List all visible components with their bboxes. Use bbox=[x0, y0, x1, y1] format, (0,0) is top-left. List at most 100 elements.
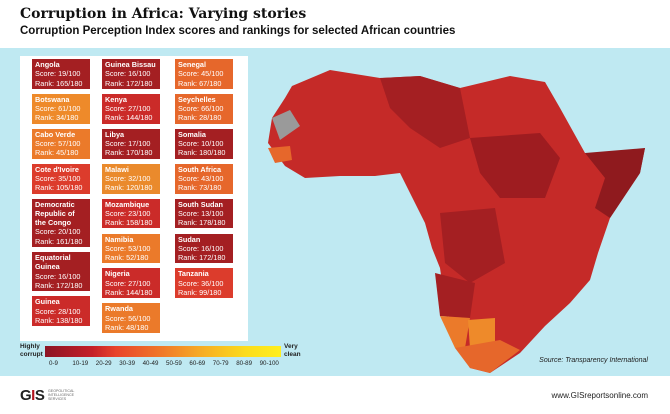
country-score: Score: 56/100 bbox=[105, 313, 151, 323]
country-score: Score: 36/100 bbox=[178, 278, 224, 288]
country-box: South Africa Score: 43/100 Rank: 73/180 bbox=[175, 163, 233, 194]
country-score: Score: 45/100 bbox=[178, 69, 224, 79]
country-box: Angola Score: 19/100 Rank: 165/180 bbox=[32, 59, 90, 89]
country-rank: Rank: 158/180 bbox=[105, 218, 153, 228]
country-name: Senegal bbox=[178, 60, 206, 69]
country-name: Mozambique bbox=[105, 199, 150, 209]
country-name: Malawi bbox=[105, 164, 129, 174]
country-score: Score: 23/100 bbox=[105, 208, 151, 218]
country-name: Guinea Bissau bbox=[105, 60, 156, 69]
namibia-region bbox=[440, 316, 470, 348]
africa-map bbox=[268, 70, 645, 373]
country-box: Mozambique Score: 23/100 Rank: 158/180 bbox=[102, 198, 160, 229]
country-name: South Sudan bbox=[178, 199, 223, 209]
legend-range-label: 0-9 bbox=[49, 360, 58, 367]
country-rank: Rank: 172/180 bbox=[105, 78, 153, 88]
country-score: Score: 27/100 bbox=[105, 104, 151, 114]
country-rank: Rank: 138/180 bbox=[35, 315, 83, 325]
gis-logo: GIS bbox=[20, 387, 45, 404]
senegal-region bbox=[268, 146, 292, 163]
country-score: Score: 57/100 bbox=[35, 139, 81, 149]
legend-range-label: 50-59 bbox=[166, 360, 182, 367]
country-name: Democratic Republic of the Congo bbox=[35, 199, 75, 228]
country-score: Score: 17/100 bbox=[105, 139, 151, 149]
country-name: Botswana bbox=[35, 94, 70, 104]
country-box: Libya Score: 17/100 Rank: 170/180 bbox=[102, 128, 160, 159]
angola-region bbox=[435, 273, 475, 318]
country-rank: Rank: 161/180 bbox=[35, 236, 83, 246]
country-box: Guinea Bissau Score: 16/100 Rank: 172/180 bbox=[102, 59, 160, 89]
congo-region bbox=[440, 208, 505, 283]
legend-range-label: 40-49 bbox=[142, 360, 159, 367]
country-rank: Rank: 99/180 bbox=[178, 287, 222, 297]
country-rank: Rank: 67/180 bbox=[178, 78, 222, 88]
north-africa-dark bbox=[380, 76, 470, 148]
legend-range-label: 10-19 bbox=[72, 360, 89, 367]
country-score: Score: 61/100 bbox=[35, 104, 81, 114]
country-name: Tanzania bbox=[178, 269, 209, 279]
country-name: Namibia bbox=[105, 234, 134, 244]
country-box: Cabo Verde Score: 57/100 Rank: 45/180 bbox=[32, 128, 90, 159]
country-rank: Rank: 172/180 bbox=[178, 253, 226, 263]
country-rank: Rank: 144/180 bbox=[105, 113, 153, 123]
botswana-region bbox=[468, 318, 495, 348]
country-rank: Rank: 73/180 bbox=[178, 183, 222, 193]
country-score: Score: 16/100 bbox=[35, 271, 81, 281]
legend-range-label: 20-29 bbox=[95, 360, 112, 367]
country-box: Sudan Score: 16/100 Rank: 172/180 bbox=[175, 233, 233, 264]
legend: Highly corrupt bbox=[20, 343, 44, 359]
chart-title: Corruption in Africa: Varying stories bbox=[20, 6, 307, 22]
legend-color-scale bbox=[45, 346, 281, 357]
country-score: Score: 16/100 bbox=[178, 243, 224, 253]
country-rank: Rank: 105/180 bbox=[35, 183, 83, 193]
south-africa-region bbox=[455, 340, 520, 373]
country-score: Score: 35/100 bbox=[35, 173, 81, 183]
country-box: Nigeria Score: 27/100 Rank: 144/180 bbox=[102, 268, 160, 299]
country-rank: Rank: 34/180 bbox=[35, 113, 79, 123]
country-score: Score: 19/100 bbox=[35, 69, 81, 79]
country-name: Kenya bbox=[105, 94, 127, 104]
country-name: Libya bbox=[105, 129, 125, 139]
country-score: Score: 32/100 bbox=[105, 173, 151, 183]
legend-range-label: 90-100 bbox=[259, 360, 279, 367]
country-box: South Sudan Score: 13/100 Rank: 178/180 bbox=[175, 198, 233, 229]
country-score: Score: 43/100 bbox=[178, 173, 224, 183]
country-name: Nigeria bbox=[105, 269, 130, 279]
country-name: Rwanda bbox=[105, 304, 133, 314]
country-box: Botswana Score: 61/100 Rank: 34/180 bbox=[32, 93, 90, 124]
legend-range-label: 60-69 bbox=[189, 360, 206, 367]
country-box: Rwanda Score: 56/100 Rank: 48/180 bbox=[102, 303, 160, 334]
chart-subtitle: Corruption Perception Index scores and r… bbox=[20, 25, 456, 37]
western-sahara bbox=[272, 110, 300, 140]
country-name: Somalia bbox=[178, 129, 206, 139]
country-name: Seychelles bbox=[178, 94, 216, 104]
country-box: Tanzania Score: 36/100 Rank: 99/180 bbox=[175, 268, 233, 299]
horn-somalia bbox=[585, 148, 645, 218]
country-box: Kenya Score: 27/100 Rank: 144/180 bbox=[102, 93, 160, 124]
country-rank: Rank: 165/180 bbox=[35, 78, 83, 88]
country-box: Seychelles Score: 66/100 Rank: 28/180 bbox=[175, 93, 233, 124]
country-rank: Rank: 45/180 bbox=[35, 148, 79, 158]
country-box: Democratic Republic of the Congo Score: 2… bbox=[32, 198, 90, 248]
country-score: Score: 27/100 bbox=[105, 278, 151, 288]
website-link[interactable]: www.GISreportsonline.com bbox=[551, 391, 648, 400]
country-box: Namibia Score: 53/100 Rank: 52/180 bbox=[102, 233, 160, 264]
country-rank: Rank: 180/180 bbox=[178, 148, 226, 158]
country-name: Angola bbox=[35, 60, 60, 69]
country-box: Equatorial Guinea Score: 16/100 Rank: 172/… bbox=[32, 252, 90, 292]
legend-low-label: Highly corrupt bbox=[20, 343, 43, 358]
logo-subtext: GEOPOLITICAL INTELLIGENCE SERVICES bbox=[48, 389, 75, 402]
country-rank: Rank: 48/180 bbox=[105, 322, 149, 332]
country-score: Score: 13/100 bbox=[178, 208, 224, 218]
country-name: Cote d'Ivoire bbox=[35, 164, 79, 174]
country-name: Sudan bbox=[178, 234, 201, 244]
country-score: Score: 66/100 bbox=[178, 104, 224, 114]
sudan-region bbox=[470, 133, 560, 198]
country-score: Score: 10/100 bbox=[178, 139, 224, 149]
country-score: Score: 20/100 bbox=[35, 227, 81, 237]
country-rank: Rank: 120/180 bbox=[105, 183, 153, 193]
country-rank: Rank: 178/180 bbox=[178, 218, 226, 228]
country-box: Cote d'Ivoire Score: 35/100 Rank: 105/180 bbox=[32, 163, 90, 194]
country-rank: Rank: 172/180 bbox=[35, 280, 83, 290]
legend-range-label: 80-89 bbox=[236, 360, 253, 367]
